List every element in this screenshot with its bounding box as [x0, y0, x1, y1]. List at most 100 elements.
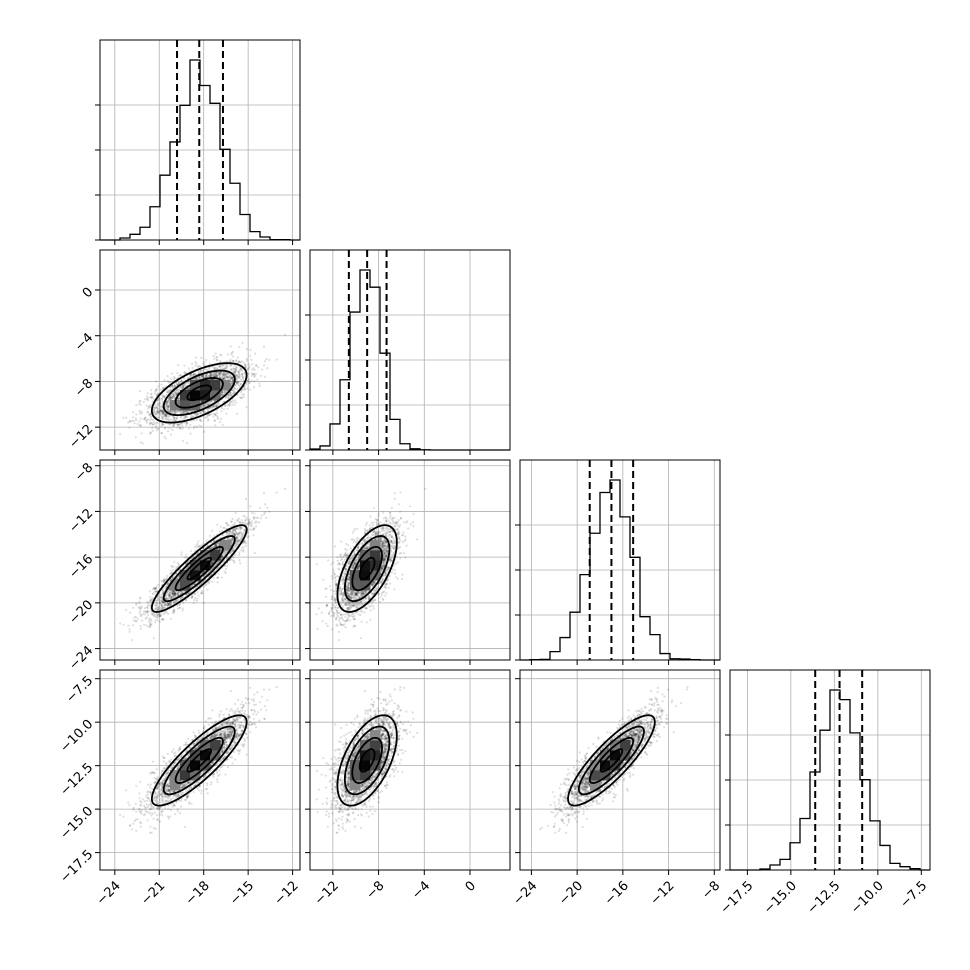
scatter-point: [230, 353, 233, 356]
scatter-point: [202, 601, 205, 605]
scatter-point: [166, 400, 169, 403]
histogram-step: [520, 479, 720, 661]
scatter-point: [171, 397, 174, 400]
scatter-point: [185, 410, 188, 413]
scatter-point: [236, 370, 239, 373]
scatter-point: [170, 385, 173, 388]
scatter-point: [244, 515, 247, 518]
scatter-point: [155, 406, 158, 409]
scatter-point: [241, 536, 244, 539]
scatter-point: [225, 367, 228, 370]
scatter-point: [224, 390, 227, 394]
scatter-point: [231, 376, 234, 380]
scatter-point: [162, 387, 165, 390]
scatter-point: [157, 411, 160, 414]
scatter-point: [158, 413, 161, 416]
scatter-point: [210, 372, 213, 375]
scatter-point: [164, 414, 167, 417]
scatter-point: [171, 393, 174, 396]
scatter-point: [225, 396, 228, 399]
scatter-point: [193, 373, 196, 376]
scatter-point: [243, 540, 246, 543]
scatter-point: [217, 371, 220, 375]
scatter-point: [166, 430, 170, 433]
scatter-point: [127, 421, 130, 424]
scatter-point: [168, 408, 171, 411]
scatter-point: [252, 373, 255, 376]
scatter-point: [258, 385, 261, 388]
scatter-point: [186, 410, 189, 413]
scatter-point: [231, 378, 234, 381]
scatter-point: [219, 373, 222, 376]
scatter-point: [129, 420, 132, 423]
scatter-point: [158, 399, 161, 402]
scatter-point: [204, 404, 207, 407]
scatter-point: [181, 601, 185, 604]
scatter-point: [231, 538, 235, 541]
scatter-point: [171, 592, 174, 595]
scatter-point: [148, 423, 151, 426]
scatter-point: [253, 374, 256, 377]
scatter-point: [235, 382, 238, 385]
scatter-point: [176, 426, 179, 429]
axes-frame: [99, 249, 301, 451]
scatter-point: [238, 346, 241, 349]
scatter-point: [169, 596, 173, 599]
scatter-point: [182, 385, 185, 388]
scatter-point: [253, 368, 256, 372]
scatter-point: [156, 398, 160, 401]
scatter-point: [180, 388, 183, 391]
scatter-point: [195, 414, 198, 417]
scatter-point: [193, 419, 196, 422]
scatter-point: [173, 594, 176, 597]
scatter-point: [182, 377, 185, 380]
scatter-point: [167, 398, 171, 401]
scatter-point: [238, 528, 241, 531]
scatter-point: [172, 565, 175, 568]
scatter-point: [229, 400, 232, 403]
scatter-point: [214, 373, 217, 376]
scatter-point: [224, 404, 227, 407]
scatter-point: [174, 592, 177, 595]
scatter-point: [158, 615, 161, 618]
scatter-point: [227, 530, 230, 533]
scatter-point: [205, 373, 208, 376]
scatter-point: [221, 393, 224, 397]
scatter-point: [199, 411, 202, 415]
scatter-point: [197, 545, 200, 548]
scatter-point: [239, 521, 242, 524]
scatter-point: [221, 376, 224, 379]
scatter-point: [119, 432, 122, 435]
scatter-point: [160, 425, 163, 428]
scatter-point: [205, 368, 208, 371]
scatter-point: [216, 561, 220, 564]
scatter-point: [156, 427, 159, 430]
scatter-point: [145, 616, 148, 619]
scatter-point: [134, 616, 137, 619]
scatter-point: [256, 378, 259, 381]
scatter-point: [182, 417, 185, 420]
scatter-point: [233, 403, 236, 406]
scatter-point: [151, 395, 154, 399]
scatter-point: [224, 567, 227, 571]
scatter-point: [263, 511, 267, 514]
scatter-point: [147, 625, 150, 628]
scatter-point: [153, 406, 156, 409]
scatter-point: [207, 582, 210, 585]
scatter-point: [177, 381, 181, 384]
scatter-point: [204, 579, 207, 582]
scatter-point: [208, 374, 211, 377]
scatter-point: [245, 348, 248, 351]
scatter-point: [171, 593, 174, 596]
scatter-point: [174, 419, 177, 422]
scatter-point: [243, 522, 246, 525]
scatter-point: [147, 399, 150, 402]
scatter-point: [208, 534, 212, 538]
scatter-point: [182, 384, 185, 387]
scatter-point: [229, 377, 232, 380]
scatter-point: [173, 394, 176, 397]
scatter-point: [163, 379, 166, 382]
scatter-point: [178, 422, 181, 426]
scatter-point: [156, 410, 159, 413]
scatter-point: [187, 381, 190, 384]
